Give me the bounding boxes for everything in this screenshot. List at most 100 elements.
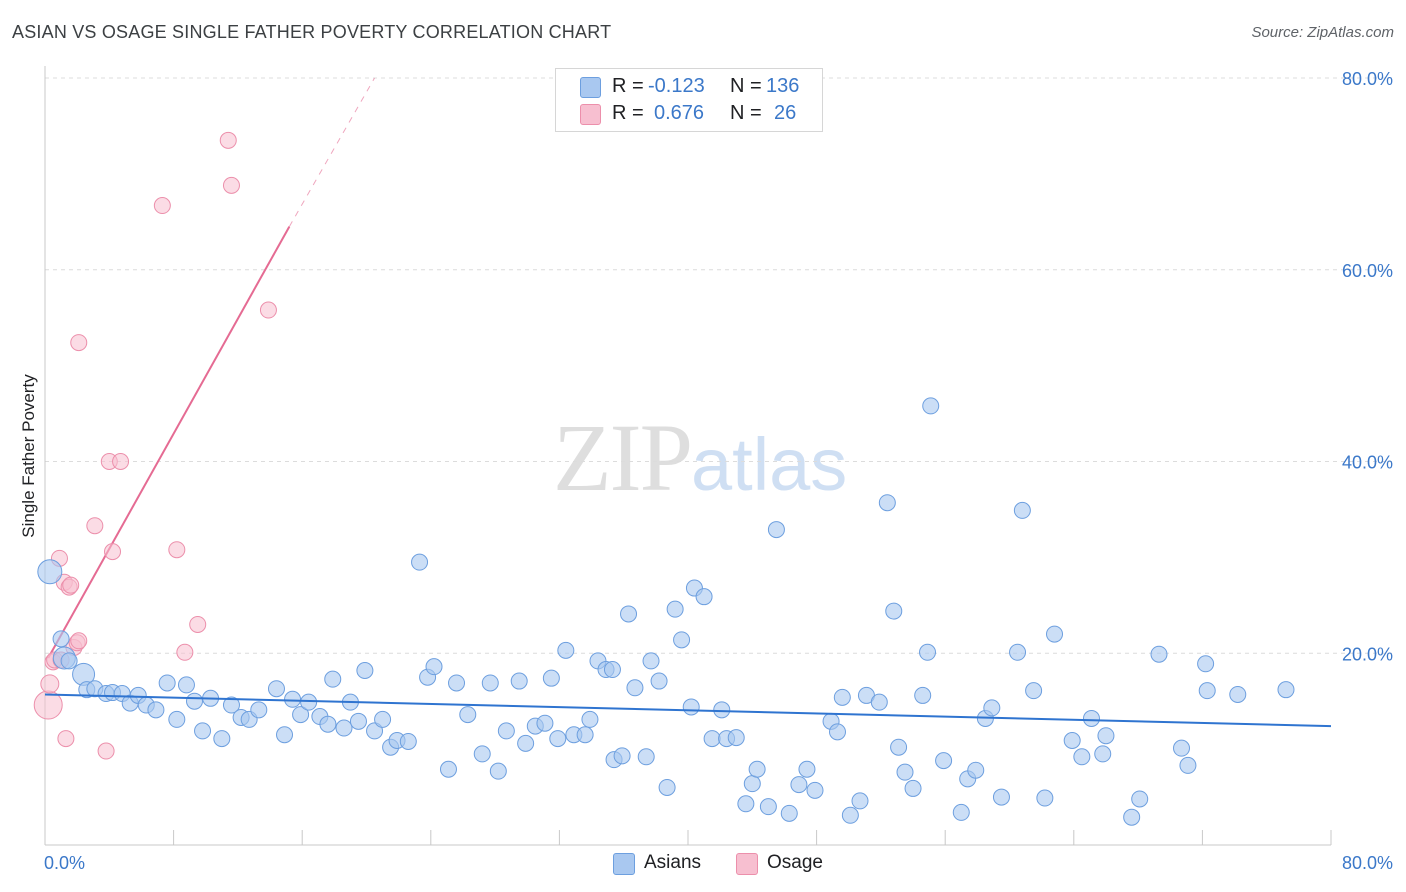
asian-point — [37, 559, 63, 585]
r-value: 0.676 — [654, 102, 705, 124]
watermark-zip: ZIP — [553, 404, 693, 511]
asian-point — [885, 602, 903, 620]
asian-point — [213, 730, 231, 748]
r-label: R = — [612, 75, 644, 97]
osage-point — [222, 176, 240, 194]
asian-point — [536, 714, 554, 732]
asian-point — [1073, 748, 1091, 766]
asian-point — [1063, 731, 1081, 749]
asian-point — [319, 715, 337, 733]
asian-point — [790, 776, 808, 794]
asian-point — [983, 699, 1001, 717]
osage-point — [57, 730, 75, 748]
asian-point — [828, 723, 846, 741]
asian-point — [411, 553, 429, 571]
asian-point — [952, 803, 970, 821]
asian-point — [637, 748, 655, 766]
asian-point — [481, 674, 499, 692]
asian-point — [581, 710, 599, 728]
asian-point — [349, 712, 367, 730]
y-tick-label: 80.0% — [1342, 69, 1393, 89]
asian-point — [703, 730, 721, 748]
asian-point — [841, 806, 859, 824]
osage-point — [70, 632, 88, 650]
asian-point — [276, 726, 294, 744]
asian-point — [557, 641, 575, 659]
asian-point — [374, 710, 392, 728]
asians-legend-label: Asians — [644, 852, 702, 873]
asian-point — [743, 775, 761, 793]
asian-trend-line — [44, 693, 1332, 728]
asian-point — [1277, 681, 1295, 699]
osage-point — [153, 197, 171, 215]
asian-point — [759, 798, 777, 816]
asian-point — [798, 760, 816, 778]
x-tick-label: 80.0% — [1342, 853, 1393, 873]
asian-point — [626, 679, 644, 697]
asian-point — [1013, 501, 1031, 519]
osage-legend-label: Osage — [767, 852, 823, 873]
asian-point — [666, 600, 684, 618]
asian-point — [896, 763, 914, 781]
asian-point — [642, 652, 660, 670]
asian-point — [194, 722, 212, 740]
y-axis-title: Single Father Poverty — [19, 374, 38, 538]
asian-point — [517, 734, 535, 752]
asian-point — [52, 630, 70, 648]
asian-point — [658, 778, 676, 796]
osage-point — [97, 742, 115, 760]
asian-point — [324, 670, 342, 688]
osage-point — [104, 543, 122, 561]
osage-trend-layer — [47, 77, 375, 659]
label-layer: 20.0% 40.0% 60.0% 80.0% 0.0% 80.0% Single Fath… — [19, 69, 1393, 873]
asian-point — [497, 722, 515, 740]
asian-point — [1229, 685, 1247, 703]
asian-point — [399, 732, 417, 750]
asian-point — [1197, 655, 1215, 673]
n-value: 26 — [774, 102, 797, 124]
n-value: 136 — [766, 75, 800, 97]
n-label: N = — [730, 102, 762, 124]
asian-point — [673, 631, 691, 649]
asian-point — [147, 701, 165, 719]
chart-title: ASIAN VS OSAGE SINGLE FATHER POVERTY COR… — [12, 22, 612, 42]
asian-points — [37, 397, 1295, 826]
asian-point — [904, 779, 922, 797]
asian-point — [335, 719, 353, 737]
osage-legend-swatch — [736, 853, 758, 875]
asian-point — [542, 669, 560, 687]
asian-point — [366, 722, 384, 740]
asian-point — [1131, 790, 1149, 808]
asian-point — [250, 701, 268, 719]
osage-point — [112, 453, 130, 470]
y-tick-label: 20.0% — [1342, 644, 1393, 664]
asian-point — [878, 494, 896, 512]
source-label: Source: ZipAtlas.com — [1251, 24, 1394, 41]
osage-point — [86, 517, 104, 535]
asian-point — [620, 605, 638, 623]
osage-point — [176, 643, 194, 661]
r-label: R = — [612, 102, 644, 124]
asian-point — [737, 795, 755, 813]
asian-point — [425, 658, 443, 676]
grid-layer — [45, 77, 1392, 654]
asian-point — [919, 643, 937, 661]
asian-point — [292, 706, 310, 724]
x-tick-label: 0.0% — [44, 853, 85, 873]
asian-point — [682, 698, 700, 716]
asian-point — [935, 752, 953, 770]
asian-point — [158, 674, 176, 692]
asian-trend-layer — [44, 693, 1332, 728]
asian-point — [1009, 643, 1027, 661]
asian-point — [1025, 682, 1043, 700]
osage-point — [70, 334, 88, 352]
osage-point — [62, 576, 80, 594]
asian-point — [60, 652, 78, 670]
osage-point — [168, 541, 186, 559]
asian-point — [851, 792, 869, 810]
asians-swatch — [580, 77, 601, 98]
asian-point — [300, 693, 318, 711]
asian-point — [1036, 789, 1054, 807]
asian-point — [806, 781, 824, 799]
osage-point — [40, 674, 60, 694]
